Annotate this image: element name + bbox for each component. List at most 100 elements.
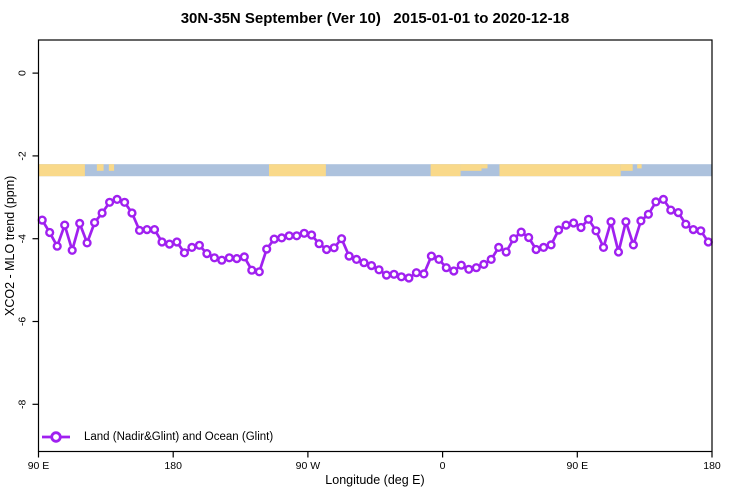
data-point-marker [172, 237, 182, 247]
x-tick-label: 180 [703, 460, 721, 472]
data-point-marker [613, 247, 624, 257]
x-tick-label: 90 E [566, 460, 588, 472]
data-point-marker [307, 230, 317, 240]
y-tick-label: 0 [17, 70, 29, 76]
legend-open-circle-icon [50, 431, 62, 443]
data-point-marker [696, 226, 706, 236]
data-point-marker [262, 244, 272, 254]
data-point-marker [232, 254, 242, 264]
data-point-marker [651, 197, 661, 207]
data-point-marker [224, 253, 234, 263]
data-point-marker [703, 237, 713, 247]
data-point-marker [591, 226, 601, 236]
data-point-marker [187, 242, 197, 253]
data-point-marker [583, 214, 594, 224]
data-point-marker [329, 243, 339, 253]
data-point-marker [366, 261, 377, 271]
data-point-marker [209, 253, 220, 263]
map-band-land [108, 164, 115, 171]
data-point-marker [576, 222, 586, 233]
data-point-marker [411, 268, 422, 278]
data-point-marker [456, 260, 466, 270]
map-band-land [460, 164, 482, 171]
data-point-marker [509, 234, 519, 244]
data-point-marker [149, 225, 160, 235]
data-point-marker [381, 270, 392, 280]
data-point-marker [37, 215, 47, 225]
data-point-marker [419, 269, 429, 279]
map-band-land [481, 164, 488, 169]
data-point-marker [396, 272, 407, 282]
y-tick-label: -4 [17, 234, 29, 243]
data-point-marker [666, 205, 676, 215]
data-point-marker [127, 208, 137, 218]
data-point-marker [89, 218, 100, 228]
data-point-marker [75, 218, 85, 229]
data-point-marker [119, 197, 130, 207]
data-point-marker [239, 252, 249, 262]
data-point-marker [269, 234, 279, 244]
data-point-marker [673, 208, 683, 218]
data-point-marker [67, 245, 77, 255]
data-point-marker [202, 249, 212, 259]
y-tick-label: -6 [17, 317, 29, 326]
data-point-marker [277, 233, 287, 243]
data-point-marker [157, 237, 167, 247]
data-point-marker [546, 240, 556, 250]
map-band-land [96, 164, 104, 171]
data-point-marker [434, 254, 444, 265]
x-tick-label: 0 [440, 460, 446, 472]
data-point-marker [254, 267, 264, 277]
data-point-marker [449, 266, 459, 276]
x-tick-label: 90 E [28, 460, 50, 472]
data-point-marker [658, 194, 669, 205]
data-point-marker [553, 225, 564, 235]
data-point-marker [284, 231, 294, 241]
data-point-marker [636, 216, 646, 226]
data-point-marker [471, 263, 481, 273]
data-point-marker [643, 209, 654, 219]
data-point-marker [217, 255, 227, 265]
data-point-marker [314, 239, 324, 249]
map-band-land [620, 164, 633, 171]
data-point-marker [598, 242, 609, 253]
data-point-marker [359, 258, 369, 268]
data-point-marker [45, 227, 55, 238]
data-point-marker [516, 227, 526, 237]
data-point-marker [322, 244, 332, 255]
data-point-marker [628, 240, 639, 250]
legend-line-marker-icon [42, 431, 70, 443]
data-point-marker [299, 228, 309, 238]
map-band-land [637, 164, 642, 169]
data-point-marker [351, 254, 362, 265]
map-band-land [268, 164, 326, 177]
map-band-land [38, 164, 85, 177]
data-point-marker [538, 242, 549, 253]
data-point-marker [344, 251, 354, 261]
data-point-marker [688, 225, 698, 235]
data-point-marker [389, 269, 399, 279]
data-point-marker [82, 238, 92, 248]
data-point-marker [179, 248, 190, 258]
data-point-marker [479, 259, 489, 270]
data-point-marker [97, 208, 107, 218]
map-band-land [499, 164, 621, 177]
data-point-marker [112, 194, 122, 205]
data-point-marker [142, 225, 152, 235]
map-band-land [430, 164, 461, 177]
data-point-marker [247, 265, 257, 275]
data-point-marker [134, 225, 145, 236]
data-point-marker [426, 251, 437, 261]
data-point-marker [486, 254, 496, 265]
data-point-marker [561, 220, 571, 230]
chart-title: 30N-35N September (Ver 10) 2015-01-01 to… [180, 10, 570, 27]
y-tick-label: -2 [17, 151, 29, 160]
legend: Land (Nadir&Glint) and Ocean (Glint) [40, 428, 273, 446]
data-point-marker [164, 239, 175, 249]
data-point-marker [194, 240, 205, 250]
data-point-marker [606, 217, 616, 227]
data-point-marker [404, 273, 414, 283]
data-point-marker [494, 242, 504, 253]
data-point-marker [464, 264, 474, 274]
x-tick-label: 180 [164, 460, 182, 472]
